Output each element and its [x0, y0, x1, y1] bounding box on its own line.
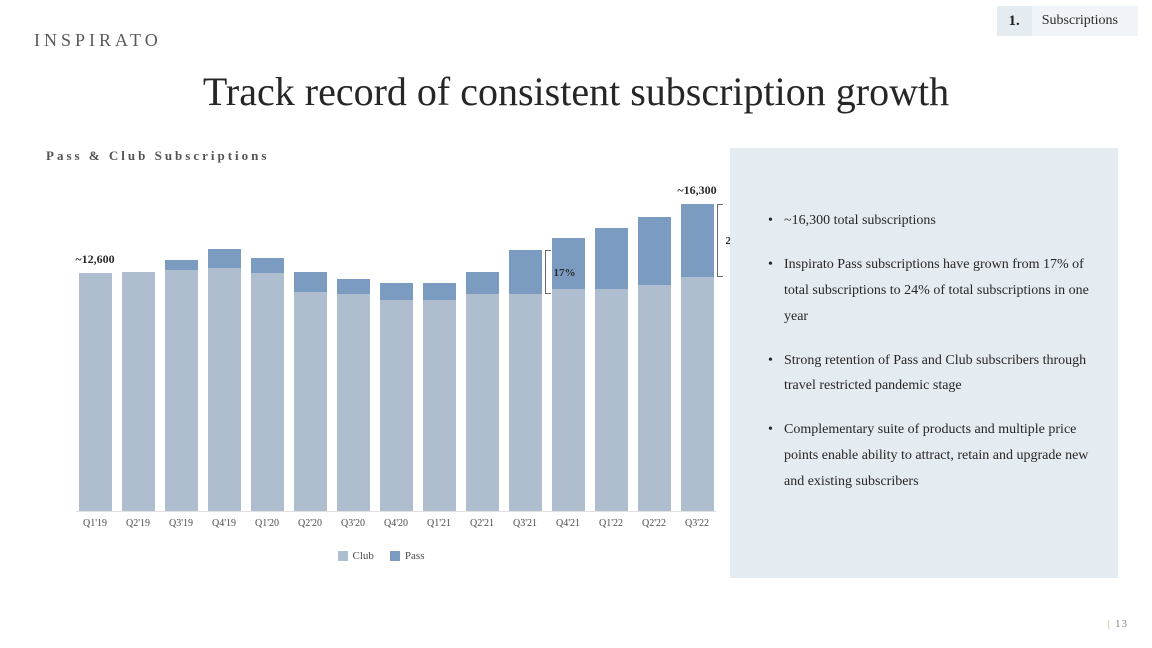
x-axis-label: Q1'21: [427, 518, 451, 529]
bullet-item: Inspirato Pass subscriptions have grown …: [764, 252, 1092, 330]
bar-club-segment: [638, 285, 671, 511]
bar-Q320: [337, 279, 370, 511]
bar-Q122: [595, 228, 628, 511]
chart-legend: Club Pass: [46, 550, 716, 564]
page-title: Track record of consistent subscription …: [0, 68, 1152, 115]
bar-club-segment: [466, 294, 499, 511]
bar-club-segment: [251, 273, 284, 511]
bar-pass-segment: [423, 283, 456, 300]
bar-pass-segment: [509, 250, 542, 294]
section-number: 1.: [997, 6, 1032, 36]
bar-Q120: [251, 258, 284, 511]
bar-club-segment: [294, 292, 327, 511]
bar-Q119: [79, 273, 112, 511]
bar-Q420: [380, 283, 413, 511]
bullet-item: ~16,300 total subscriptions: [764, 208, 1092, 234]
bar-club-segment: [208, 268, 241, 511]
bar-club-segment: [552, 289, 585, 512]
page-number: | 13: [1108, 618, 1128, 630]
bullet-item: Strong retention of Pass and Club subscr…: [764, 348, 1092, 400]
legend-swatch: [390, 551, 400, 561]
bar-Q319: [165, 260, 198, 511]
brand-logo: INSPIRATO: [34, 30, 162, 51]
x-axis-label: Q1'22: [599, 518, 623, 529]
x-axis-label: Q4'20: [384, 518, 408, 529]
section-label: Subscriptions: [1032, 6, 1138, 36]
bar-Q219: [122, 272, 155, 511]
bar-pass-segment: [165, 260, 198, 269]
bar-pass-segment: [638, 217, 671, 285]
value-label: ~12,600: [75, 252, 114, 267]
bar-pass-segment: [380, 283, 413, 300]
bar-pass-segment: [466, 272, 499, 295]
page-number-value: 13: [1115, 618, 1128, 630]
bar-Q221: [466, 272, 499, 511]
bar-Q121: [423, 283, 456, 511]
chart-plot-area: Q1'19Q2'19Q3'19Q4'19Q1'20Q2'20Q3'20Q4'20…: [76, 182, 716, 512]
x-axis-label: Q4'19: [212, 518, 236, 529]
subscriptions-chart: Q1'19 Q2'19 Q3'19 Q4'19 Q1'20 Q2'20 Q3'20 Q4'20…: [46, 182, 716, 542]
bar-Q321: [509, 250, 542, 511]
x-axis-label: Q1'20: [255, 518, 279, 529]
bar-club-segment: [595, 289, 628, 512]
legend-item: Club: [338, 550, 374, 562]
bar-Q220: [294, 272, 327, 511]
bar-club-segment: [165, 270, 198, 511]
x-axis-label: Q2'21: [470, 518, 494, 529]
x-axis-label: Q4'21: [556, 518, 580, 529]
legend-swatch: [338, 551, 348, 561]
value-label: ~16,300: [677, 183, 716, 198]
x-axis-label: Q3'21: [513, 518, 537, 529]
bar-club-segment: [423, 300, 456, 511]
section-badge: 1. Subscriptions: [997, 6, 1138, 36]
bullet-item: Complementary suite of products and mult…: [764, 417, 1092, 495]
chart-subtitle: Pass & Club Subscriptions: [46, 148, 269, 164]
bullet-list: ~16,300 total subscriptions Inspirato Pas…: [764, 208, 1092, 495]
bar-pass-segment: [681, 204, 714, 278]
x-axis-label: Q3'20: [341, 518, 365, 529]
x-axis-label: Q3'22: [685, 518, 709, 529]
bar-pass-segment: [251, 258, 284, 273]
bar-pass-segment: [294, 272, 327, 293]
x-axis-label: Q2'20: [298, 518, 322, 529]
bar-pass-segment: [208, 249, 241, 268]
x-axis-label: Q3'19: [169, 518, 193, 529]
annotation-text: 17%: [554, 267, 576, 279]
bar-pass-segment: [337, 279, 370, 294]
bar-club-segment: [509, 294, 542, 511]
bar-Q322: [681, 204, 714, 511]
bar-club-segment: [380, 300, 413, 511]
bar-Q419: [208, 249, 241, 511]
bar-club-segment: [337, 294, 370, 511]
bar-pass-segment: [552, 238, 585, 289]
legend-label: Pass: [405, 550, 425, 562]
bar-club-segment: [122, 272, 155, 511]
header: INSPIRATO 1. Subscriptions: [0, 0, 1152, 50]
bracket-annotation: [545, 250, 551, 294]
legend-item: Pass: [390, 550, 425, 562]
legend-label: Club: [353, 550, 374, 562]
x-axis-label: Q2'22: [642, 518, 666, 529]
bar-club-segment: [681, 277, 714, 511]
side-panel: ~16,300 total subscriptions Inspirato Pas…: [730, 148, 1118, 578]
x-axis-label: Q2'19: [126, 518, 150, 529]
page-number-divider: |: [1108, 618, 1111, 630]
x-axis-label: Q1'19: [83, 518, 107, 529]
bar-club-segment: [79, 273, 112, 511]
bar-Q222: [638, 217, 671, 511]
bar-pass-segment: [595, 228, 628, 288]
bracket-annotation: [717, 204, 723, 278]
